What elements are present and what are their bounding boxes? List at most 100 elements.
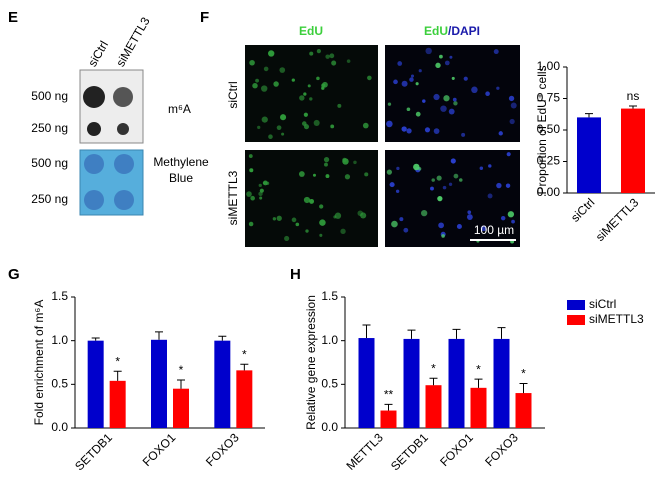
- cell: [261, 116, 268, 123]
- panel-label: E: [8, 9, 18, 26]
- dot: [87, 122, 101, 136]
- cell: [321, 86, 325, 90]
- cell: [299, 95, 305, 101]
- cell: [291, 78, 295, 82]
- cell: [399, 217, 404, 222]
- x-tick-label: SETDB1: [388, 430, 431, 473]
- cell: [439, 54, 443, 59]
- cell: [418, 69, 422, 73]
- cell: [272, 217, 277, 221]
- error-bar: [519, 382, 528, 394]
- y-axis-label: Fold enrichment of m⁶A: [32, 300, 46, 426]
- cell: [449, 55, 453, 59]
- dot: [83, 86, 105, 108]
- legend-label: siMETTL3: [589, 312, 644, 326]
- cell: [340, 228, 346, 234]
- cell: [508, 95, 515, 102]
- bar: [621, 108, 645, 193]
- cell: [509, 118, 515, 125]
- y-tick-label: 0.5: [321, 377, 338, 391]
- cell: [442, 185, 447, 190]
- cell: [263, 66, 269, 72]
- blot-label: Methylene Blue: [153, 155, 209, 185]
- cell: [342, 158, 349, 165]
- x-tick-label: SETDB1: [72, 430, 115, 473]
- cell: [496, 182, 502, 189]
- bar: [151, 339, 167, 428]
- cell: [337, 103, 342, 108]
- cell: [307, 84, 311, 88]
- cell: [487, 193, 493, 199]
- cell: [413, 163, 420, 171]
- bar: [403, 338, 420, 428]
- cell: [391, 220, 398, 228]
- cell: [401, 126, 407, 132]
- image-title: EdU/DAPI: [424, 24, 480, 38]
- cell: [467, 210, 472, 215]
- y-tick-label: 1.5: [321, 289, 338, 303]
- cell: [437, 195, 443, 202]
- error-bar: [429, 377, 438, 386]
- cell: [441, 234, 445, 238]
- cell: [438, 222, 444, 229]
- error-bar: [497, 327, 506, 339]
- error-bar: [585, 113, 593, 118]
- panel-label: G: [8, 266, 20, 283]
- cell: [309, 97, 313, 101]
- significance: ns: [627, 89, 640, 103]
- cell: [463, 76, 468, 81]
- dot: [114, 190, 134, 210]
- blot-column: siMETTL3: [113, 14, 153, 69]
- cell: [367, 75, 372, 81]
- cell: [453, 173, 459, 179]
- cell: [249, 168, 254, 173]
- cell: [424, 127, 431, 133]
- bar: [515, 393, 532, 428]
- x-tick-label: FOXO1: [437, 430, 476, 469]
- cell: [268, 50, 272, 54]
- bar: [358, 338, 375, 428]
- image-title-part: /DAPI: [448, 24, 480, 38]
- cell: [396, 166, 400, 171]
- x-tick-label: METTL3: [343, 430, 386, 473]
- bar: [425, 385, 442, 428]
- cell: [323, 156, 330, 163]
- cell: [493, 49, 499, 55]
- significance: *: [431, 361, 436, 375]
- cell: [291, 217, 297, 223]
- error-bar: [177, 379, 185, 389]
- y-tick-label: 0.0: [321, 420, 338, 434]
- image-title-part: EdU: [424, 24, 448, 38]
- significance: **: [384, 388, 394, 402]
- cell: [485, 91, 490, 96]
- cell: [295, 222, 300, 227]
- cell: [252, 82, 258, 89]
- cell: [466, 214, 473, 220]
- significance: *: [115, 354, 120, 368]
- cell: [510, 102, 517, 109]
- cell: [364, 172, 369, 177]
- y-tick-label: 0.25: [537, 154, 561, 168]
- cell: [325, 54, 330, 59]
- cell: [395, 189, 400, 194]
- cell: [248, 154, 253, 158]
- cell: [249, 59, 255, 66]
- y-tick-label: 1.5: [51, 289, 68, 303]
- legend-swatch: [567, 300, 585, 310]
- bar: [173, 388, 189, 428]
- cell: [309, 51, 314, 56]
- cell: [471, 86, 478, 94]
- cell: [281, 132, 285, 136]
- cell: [436, 175, 442, 181]
- micrograph: [245, 45, 378, 142]
- significance: *: [476, 362, 481, 376]
- cell: [346, 59, 351, 63]
- cell: [268, 134, 273, 140]
- y-tick-label: 1.00: [537, 59, 561, 73]
- error-bar: [91, 337, 100, 341]
- cell: [433, 93, 440, 101]
- cell: [303, 112, 308, 117]
- cell: [312, 173, 316, 177]
- x-tick-label: siCtrl: [568, 195, 597, 224]
- bar: [493, 338, 510, 428]
